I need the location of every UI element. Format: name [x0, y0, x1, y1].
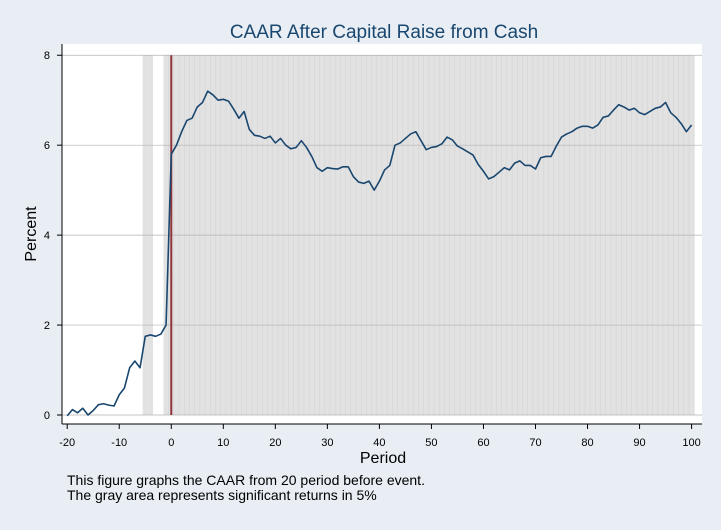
x-tick-label: 50	[425, 437, 437, 449]
x-tick-label: 90	[633, 437, 645, 449]
y-tick-label: 6	[44, 140, 50, 152]
x-tick-label: -20	[59, 437, 75, 449]
x-tick-label: 30	[321, 437, 333, 449]
x-tick-label: 20	[269, 437, 281, 449]
y-tick-label: 2	[44, 320, 50, 332]
x-tick-label: 60	[477, 437, 489, 449]
y-axis-label: Percent	[23, 206, 40, 262]
x-tick-label: 80	[581, 437, 593, 449]
x-axis-label: Period	[360, 450, 406, 467]
x-tick-label: -10	[111, 437, 127, 449]
figure-note-2: The gray area represents significant ret…	[67, 487, 377, 503]
figure-note-1: This figure graphs the CAAR from 20 peri…	[67, 472, 425, 488]
x-tick-label: 10	[217, 437, 229, 449]
x-tick-label: 40	[373, 437, 385, 449]
x-tick-label: 0	[168, 437, 174, 449]
x-tick-label: 70	[529, 437, 541, 449]
chart-title: CAAR After Capital Raise from Cash	[230, 22, 538, 43]
y-tick-label: 8	[44, 50, 50, 62]
x-tick-label: 100	[682, 437, 700, 449]
y-tick-label: 0	[44, 410, 50, 422]
series-line	[66, 90, 693, 417]
y-tick-label: 4	[44, 230, 50, 242]
